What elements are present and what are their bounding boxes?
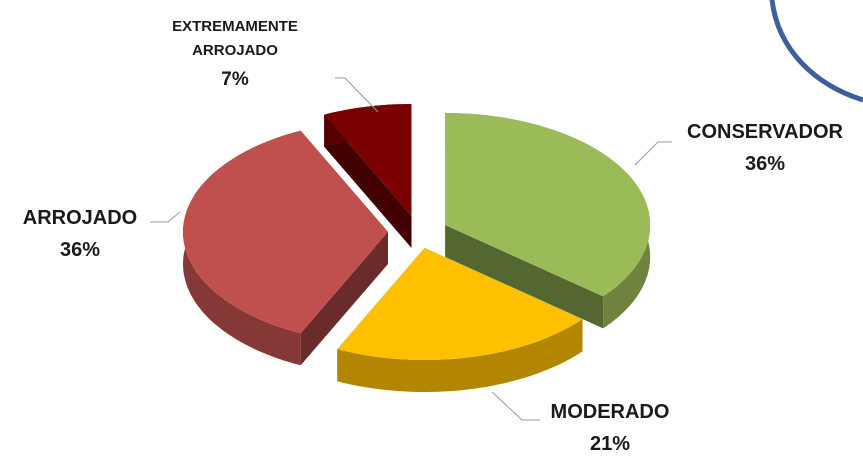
- slice-side: [300, 232, 388, 366]
- decorative-arc: [769, 0, 863, 103]
- leader-line: [335, 77, 379, 113]
- slice-side: [445, 225, 604, 329]
- value-label: 7%: [221, 69, 249, 90]
- slice-wall: [337, 319, 583, 392]
- data-label: MODERADO 21%: [520, 396, 700, 460]
- leader-line: [491, 391, 540, 421]
- category-label: ARROJADO: [22, 207, 138, 229]
- slice-side: [324, 114, 412, 248]
- leader-line: [634, 141, 672, 166]
- category-label: EXTREMAMENTE ARROJADO: [172, 18, 298, 59]
- pie-slice: [324, 104, 412, 248]
- slice-top: [337, 248, 583, 360]
- data-label: EXTREMAMENTE ARROJADO 7%: [150, 15, 320, 97]
- data-label: CONSERVADOR 36%: [670, 116, 860, 180]
- value-label: 36%: [744, 153, 786, 175]
- category-label: CONSERVADOR: [687, 121, 843, 143]
- pie-slice: [183, 130, 388, 366]
- pie: [183, 104, 651, 392]
- value-label: 21%: [589, 433, 631, 455]
- slice-top: [445, 113, 651, 297]
- slice-top: [183, 130, 388, 334]
- value-label: 36%: [59, 239, 101, 261]
- pie-slice: [337, 248, 583, 392]
- data-label: ARROJADO 36%: [0, 202, 160, 266]
- category-label: MODERADO: [550, 401, 670, 423]
- leader-line: [150, 211, 181, 223]
- slice-top: [324, 104, 412, 216]
- pie-slice: [445, 113, 651, 329]
